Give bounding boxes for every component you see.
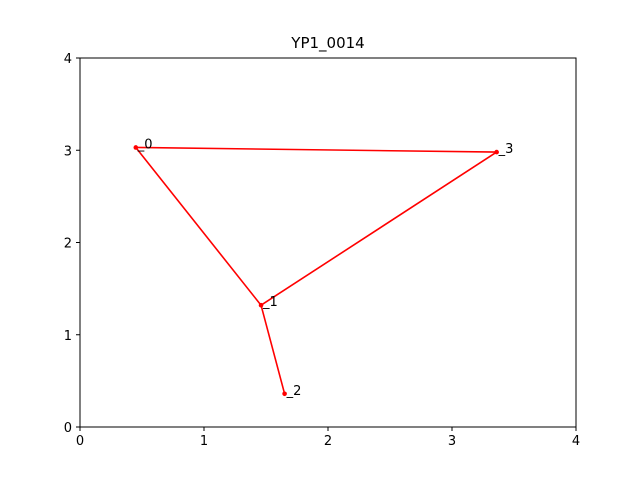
x-tick-label-2: 2	[324, 434, 332, 449]
point-label-1: _1	[262, 295, 278, 310]
x-tick-label-1: 1	[200, 434, 208, 449]
y-tick-label-3: 3	[64, 144, 72, 159]
edge-line-3	[135, 146, 497, 153]
data-point-3	[494, 149, 499, 155]
chart-title: YP1_0014	[290, 34, 364, 53]
y-tick-label-2: 2	[64, 237, 72, 252]
plot-area: _0 _1 _2 _3	[133, 137, 514, 399]
x-tick-label-0: 0	[76, 434, 84, 449]
data-point-2	[282, 391, 287, 397]
axes: 0 1 2 3 4 0 1 2 3 4	[64, 52, 580, 449]
edge-line-2	[260, 151, 498, 306]
point-label-0: _0	[137, 137, 153, 152]
x-tick-label-3: 3	[448, 434, 456, 449]
edge-line-0	[135, 146, 262, 306]
edge-line-1	[260, 305, 286, 394]
y-tick-label-4: 4	[64, 52, 72, 67]
axes-frame	[79, 57, 577, 428]
data-point-0	[133, 145, 139, 150]
point-label-2: _2	[286, 384, 302, 399]
data-point-1	[258, 302, 264, 308]
y-tick-label-0: 0	[64, 421, 72, 436]
point-label-3: _3	[498, 142, 514, 157]
y-tick-label-1: 1	[64, 329, 72, 344]
x-tick-label-4: 4	[572, 434, 580, 449]
